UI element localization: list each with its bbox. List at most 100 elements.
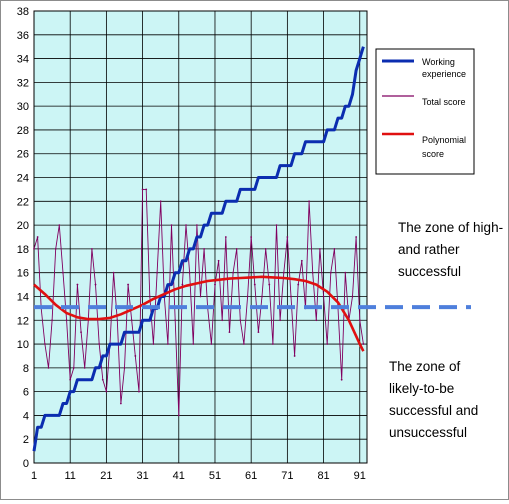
- total-score-point: [246, 295, 249, 298]
- total-score-point: [159, 200, 162, 203]
- x-tick-label: 1: [31, 470, 37, 482]
- total-score-point: [315, 319, 318, 322]
- x-tick-label: 81: [317, 470, 329, 482]
- zone-high-annotation: The zone of high- and rather successful: [398, 217, 503, 283]
- total-score-point: [65, 319, 68, 322]
- x-tick-label: 21: [100, 470, 112, 482]
- total-score-point: [188, 271, 191, 274]
- total-score-point: [257, 331, 260, 334]
- total-score-point: [69, 378, 72, 381]
- total-score-point: [340, 378, 343, 381]
- y-tick-label: 20: [17, 220, 29, 232]
- y-tick-label: 32: [17, 77, 29, 89]
- total-score-point: [319, 247, 321, 250]
- total-score-point: [94, 283, 97, 286]
- total-score-point: [105, 390, 108, 393]
- total-score-point: [232, 271, 234, 274]
- total-score-point: [351, 295, 354, 298]
- total-score-point: [355, 236, 358, 238]
- total-score-point: [170, 224, 173, 227]
- total-score-point: [282, 271, 285, 274]
- zone-likely-annotation: The zone of likely-to-be successful and …: [389, 356, 478, 444]
- total-score-point: [362, 343, 365, 345]
- total-score-point: [123, 366, 126, 369]
- legend-box: [375, 48, 475, 175]
- x-tick-label: 41: [173, 470, 185, 482]
- total-score-point: [217, 259, 220, 262]
- total-score-point: [253, 283, 256, 286]
- series-line-polynomial-score: [33, 275, 365, 352]
- y-tick-label: 38: [17, 6, 29, 18]
- zone-high-line-1: The zone of high-: [398, 220, 504, 235]
- total-score-point: [36, 236, 39, 238]
- total-score-point: [214, 283, 216, 286]
- zone-likely-line-3: successful and: [389, 403, 479, 418]
- x-tick-label: 11: [64, 470, 75, 482]
- total-score-point: [326, 343, 329, 345]
- total-score-point: [141, 188, 144, 191]
- zone-high-line-3: successful: [398, 264, 462, 279]
- zone-likely-line-4: unsuccessful: [389, 425, 468, 440]
- total-score-point: [101, 378, 104, 381]
- x-tick-label: 71: [281, 470, 293, 482]
- y-tick-label: 14: [17, 291, 29, 303]
- y-tick-label: 16: [17, 268, 29, 280]
- total-score-point: [119, 402, 122, 405]
- total-score-point: [228, 331, 231, 334]
- legend-label-total-score: Total score: [422, 97, 466, 107]
- total-score-point: [43, 343, 46, 345]
- total-score-point: [192, 343, 195, 345]
- total-score-point: [297, 283, 300, 286]
- total-score-point: [279, 319, 282, 322]
- y-tick-label: 30: [17, 101, 29, 113]
- total-score-point: [83, 366, 86, 369]
- total-score-point: [112, 271, 115, 274]
- total-score-point: [80, 331, 82, 334]
- total-score-point: [185, 224, 187, 227]
- total-score-point: [235, 247, 238, 250]
- zone-high-line-2: and rather: [398, 242, 460, 257]
- total-score-point: [261, 295, 263, 298]
- total-score-point: [167, 343, 169, 345]
- total-score-point: [62, 271, 64, 274]
- total-score-point: [239, 319, 242, 322]
- total-score-point: [51, 319, 53, 322]
- total-score-point: [210, 343, 213, 345]
- total-score-point: [148, 295, 151, 298]
- x-tick-label: 31: [136, 470, 148, 482]
- total-score-point: [290, 295, 292, 298]
- total-score-point: [91, 247, 93, 250]
- x-axis-ticks: 1 11 21 31 41 51 61 71 81 91: [31, 470, 366, 482]
- total-score-point: [156, 271, 158, 274]
- total-score-point: [152, 343, 155, 345]
- total-score-point: [344, 271, 347, 274]
- total-score-point: [76, 283, 79, 286]
- total-score-point: [98, 343, 101, 345]
- total-score-point: [177, 414, 180, 417]
- total-score-point: [224, 236, 227, 238]
- y-tick-label: 10: [17, 339, 29, 351]
- total-score-point: [268, 283, 271, 286]
- total-score-point: [322, 295, 325, 298]
- y-tick-label: 2: [23, 434, 29, 446]
- total-score-point: [308, 200, 310, 203]
- total-score-point: [286, 236, 289, 238]
- total-score-point: [116, 319, 119, 322]
- total-score-point: [358, 319, 361, 322]
- total-score-point: [300, 259, 303, 262]
- total-score-point: [54, 247, 57, 250]
- total-score-point: [181, 283, 184, 286]
- total-score-point: [243, 343, 245, 345]
- total-score-point: [311, 271, 314, 274]
- series-line-working-experience: [32, 46, 365, 452]
- total-score-point: [130, 319, 133, 322]
- y-tick-label: 28: [17, 125, 29, 137]
- y-tick-label: 6: [23, 387, 29, 399]
- total-score-point: [145, 188, 148, 191]
- y-tick-label: 0: [23, 458, 29, 470]
- total-score-point: [195, 224, 198, 227]
- total-score-point: [127, 283, 130, 286]
- total-score-point: [72, 366, 75, 369]
- total-score-point: [138, 390, 140, 393]
